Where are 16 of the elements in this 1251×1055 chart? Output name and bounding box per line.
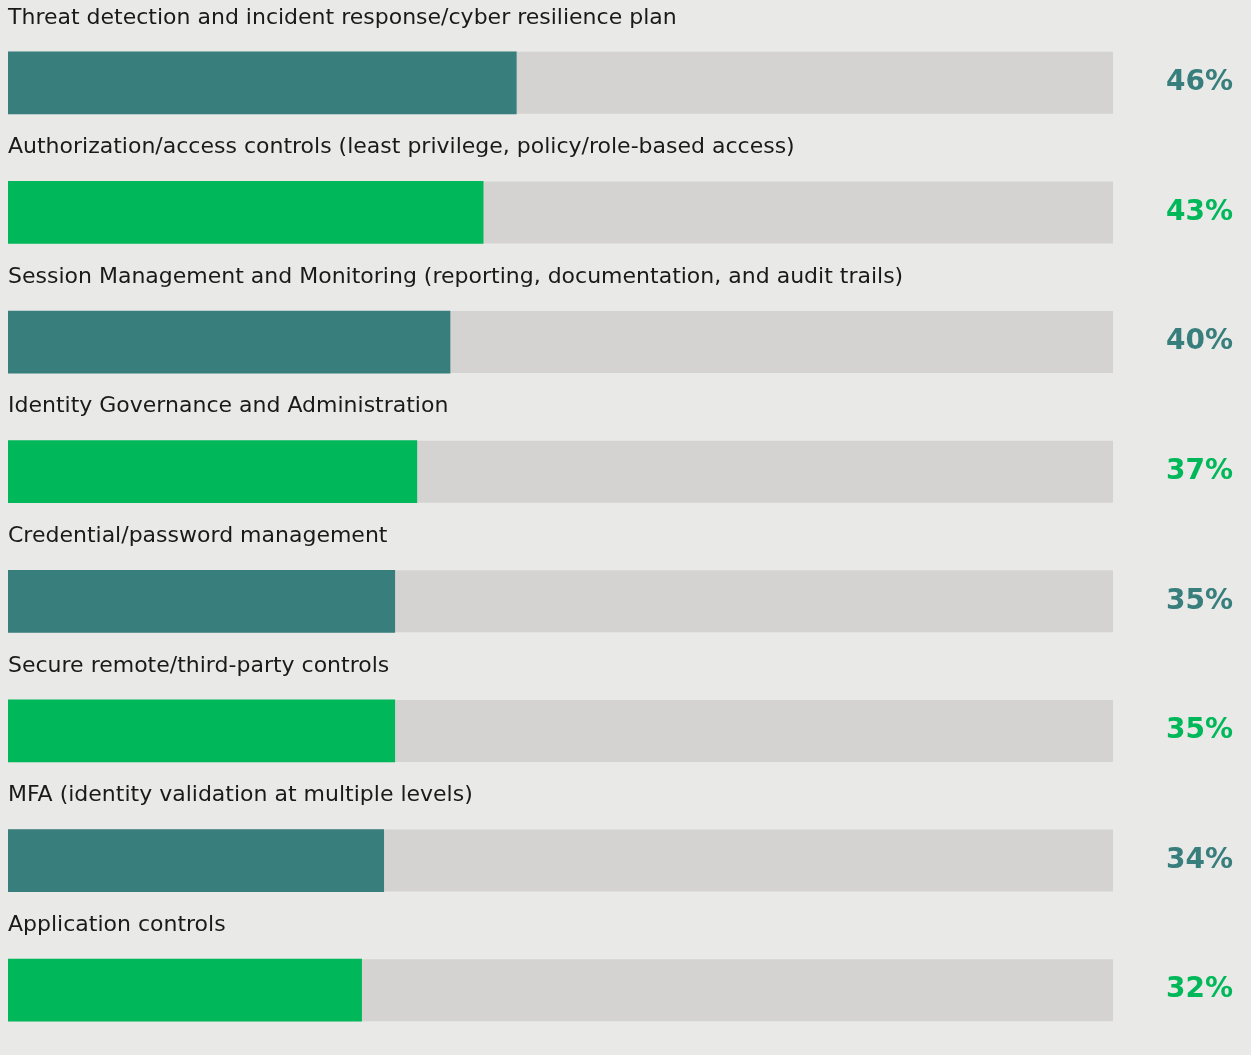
y-tick-label: Secure remote/third-party controls xyxy=(8,651,390,677)
data-label: 43% xyxy=(1165,193,1233,227)
y-tick-label: Identity Governance and Administration xyxy=(8,392,449,418)
data-label: 37% xyxy=(1165,452,1233,486)
data-label: 35% xyxy=(1165,582,1233,616)
y-tick-label: Threat detection and incident response/cyber resilience plan xyxy=(7,3,677,29)
data-label: 46% xyxy=(1165,64,1233,98)
data-label: 34% xyxy=(1165,841,1233,875)
data-label: 32% xyxy=(1165,971,1233,1005)
y-tick-label: Session Management and Monitoring (reporting, documentation, and audit trails) xyxy=(8,262,904,288)
y-tick-label: Authorization/access controls (least privilege, policy/role-based access) xyxy=(8,133,795,159)
data-label: 35% xyxy=(1165,712,1233,746)
y-tick-label: Credential/password management xyxy=(8,522,388,548)
y-tick-label: MFA (identity validation at multiple levels) xyxy=(8,781,473,807)
y-tick-label: Application controls xyxy=(8,910,226,936)
data-label: 40% xyxy=(1165,323,1233,357)
